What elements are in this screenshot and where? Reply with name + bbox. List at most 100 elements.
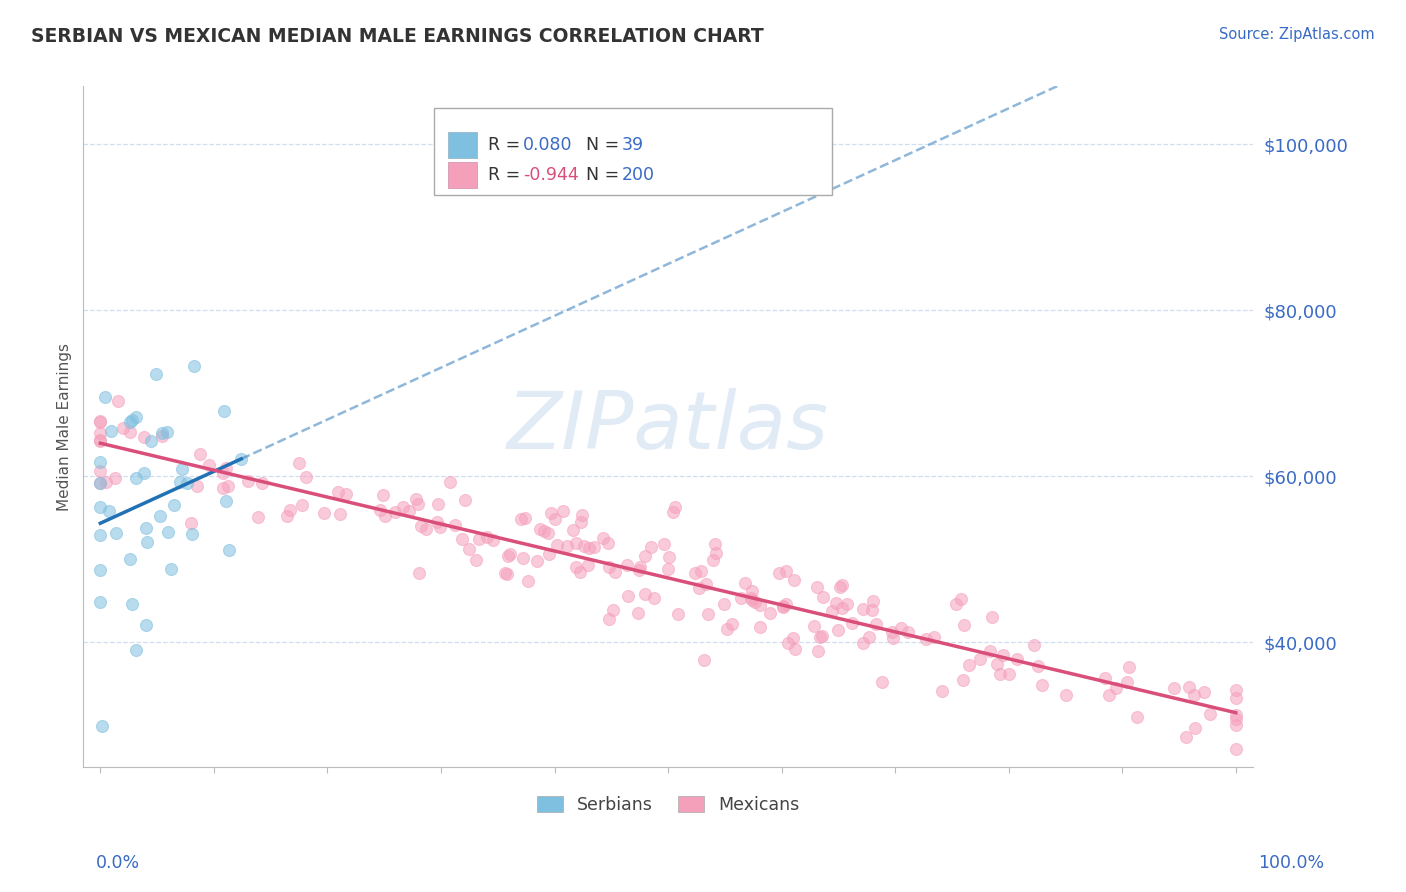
Point — [89, 455, 111, 469]
Text: 39: 39 — [621, 136, 644, 154]
Point — [617, 589, 640, 603]
Point — [135, 535, 157, 549]
Point — [661, 505, 683, 519]
Point — [1184, 721, 1206, 735]
Point — [180, 516, 202, 530]
Point — [537, 525, 560, 540]
Point — [713, 597, 735, 611]
Point — [160, 562, 183, 576]
Point — [454, 493, 477, 508]
Point — [555, 539, 578, 553]
Point — [783, 574, 806, 588]
Point — [565, 560, 588, 574]
Point — [211, 481, 233, 495]
Point — [335, 487, 357, 501]
Point — [553, 503, 575, 517]
Point — [1225, 717, 1247, 731]
Point — [468, 532, 491, 546]
Point — [288, 456, 311, 470]
Point — [510, 512, 533, 526]
Point — [952, 618, 974, 632]
Point — [702, 553, 724, 567]
Point — [94, 390, 117, 404]
Text: 0.080: 0.080 — [523, 136, 572, 154]
Point — [945, 597, 967, 611]
Point — [89, 595, 111, 609]
Point — [627, 563, 650, 577]
Point — [398, 504, 420, 518]
Point — [1182, 688, 1205, 702]
Point — [533, 524, 555, 538]
Point — [89, 434, 111, 448]
Point — [1225, 742, 1247, 756]
Point — [374, 509, 396, 524]
Point — [482, 533, 505, 547]
Y-axis label: Median Male Earnings: Median Male Earnings — [58, 343, 72, 510]
Point — [443, 518, 465, 533]
Point — [212, 466, 235, 480]
Point — [118, 551, 141, 566]
Point — [626, 606, 648, 620]
Point — [120, 425, 142, 440]
Point — [704, 546, 727, 560]
Point — [247, 510, 270, 524]
Point — [458, 542, 481, 557]
Point — [952, 673, 974, 687]
Point — [176, 475, 198, 490]
Point — [1118, 660, 1140, 674]
Point — [169, 475, 191, 489]
Point — [89, 434, 111, 448]
Point — [405, 491, 427, 506]
Point — [634, 587, 657, 601]
Point — [89, 414, 111, 428]
Point — [852, 636, 875, 650]
Text: N =: N = — [586, 166, 620, 184]
Point — [693, 653, 716, 667]
Text: N =: N = — [586, 136, 620, 154]
Point — [89, 475, 111, 490]
Point — [384, 505, 406, 519]
Point — [768, 566, 790, 580]
Point — [640, 540, 662, 554]
Point — [150, 428, 173, 442]
Point — [121, 413, 143, 427]
Point — [969, 651, 991, 665]
Point — [931, 684, 953, 698]
Point — [565, 536, 588, 550]
Point — [991, 648, 1014, 662]
Point — [1225, 712, 1247, 726]
Point — [831, 577, 853, 591]
Point — [562, 523, 585, 537]
Point — [628, 559, 651, 574]
Point — [1225, 683, 1247, 698]
Point — [998, 666, 1021, 681]
Point — [368, 503, 391, 517]
Point — [831, 601, 853, 615]
Point — [89, 563, 111, 577]
Point — [540, 506, 562, 520]
Point — [100, 424, 122, 438]
Point — [1031, 678, 1053, 692]
Point — [574, 540, 596, 554]
Point — [329, 508, 352, 522]
Point — [170, 462, 193, 476]
Point — [212, 404, 235, 418]
Point — [775, 598, 797, 612]
Point — [278, 503, 301, 517]
Point — [775, 564, 797, 578]
Point — [643, 591, 665, 606]
Point — [214, 461, 236, 475]
Point — [1225, 690, 1247, 705]
Point — [498, 549, 520, 564]
Text: 200: 200 — [621, 166, 654, 184]
Point — [980, 610, 1002, 624]
Point — [188, 447, 211, 461]
Point — [529, 522, 551, 536]
Point — [217, 479, 239, 493]
Point — [250, 476, 273, 491]
Point — [744, 595, 766, 609]
Point — [697, 607, 720, 621]
Point — [134, 430, 156, 444]
Point — [1054, 688, 1077, 702]
Point — [104, 525, 127, 540]
